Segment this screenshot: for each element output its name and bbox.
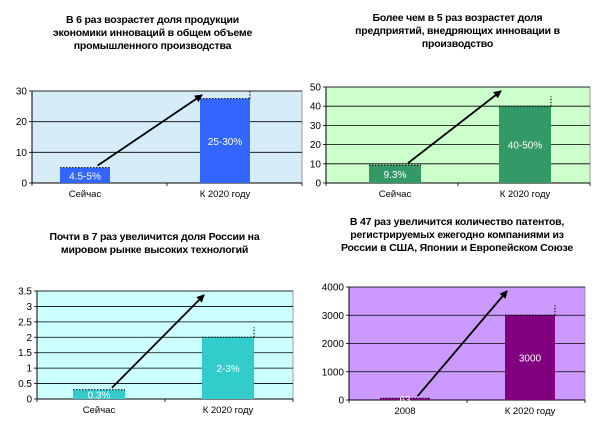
- y-tick-label: 10: [310, 159, 322, 170]
- y-tick-label: 4000: [322, 283, 345, 294]
- data-label: 4.5-5%: [69, 171, 101, 182]
- chart-1: 0 10 20 30 4.5-5% Сейчас 25-30% К 2020 году: [16, 87, 303, 200]
- chart-title: В 6 раз возрастет доля продукции экономи…: [52, 14, 253, 52]
- y-tick-label: 1: [26, 364, 32, 375]
- y-tick-label: 10: [16, 148, 28, 159]
- plot-area: [36, 290, 294, 400]
- chart-title: Почти в 7 раз увеличится доля России на …: [49, 231, 260, 256]
- y-tick-label: 30: [16, 87, 28, 98]
- data-label: 2-3%: [216, 364, 239, 375]
- category-label: К 2020 году: [200, 189, 251, 200]
- y-tick-label: 30: [310, 121, 322, 132]
- growth-arrow: [407, 90, 502, 164]
- y-tick-label: 20: [16, 117, 28, 128]
- y-tick-label: 1.5: [18, 348, 32, 359]
- y-tick-label: 20: [310, 140, 322, 151]
- y-tick-label: 3.5: [18, 287, 32, 298]
- y-tick-label: 0: [315, 179, 321, 190]
- y-tick-label: 0: [21, 179, 27, 190]
- category-label: К 2020 году: [500, 189, 551, 200]
- bar: [60, 167, 110, 183]
- category-label: Сейчас: [69, 189, 102, 200]
- y-tick-label: 0: [338, 396, 344, 407]
- y-tick-label: 3: [26, 302, 32, 313]
- data-label: 63: [399, 395, 411, 406]
- bar: [369, 165, 421, 183]
- chart-2: 0 10 20 30 40 50 9.3% Сейчас 40-50% К 2020 году: [310, 83, 591, 200]
- y-tick-label: 0: [26, 395, 32, 406]
- growth-arrow: [96, 94, 203, 167]
- data-label: 9.3%: [384, 170, 407, 181]
- y-tick-label: 40: [310, 102, 322, 113]
- category-label: К 2020 году: [505, 406, 556, 417]
- y-tick-label: 3000: [322, 311, 345, 322]
- category-label: Сейчас: [379, 189, 412, 200]
- chart-title: Более чем в 5 раз возрастет доля предпри…: [355, 12, 560, 50]
- growth-arrow: [416, 290, 508, 397]
- y-tick-label: 50: [310, 83, 322, 94]
- bar: [202, 337, 254, 399]
- category-label: К 2020 году: [203, 405, 254, 416]
- y-tick-label: 2.5: [18, 317, 32, 328]
- growth-arrow: [111, 294, 205, 389]
- y-tick-label: 2: [26, 333, 32, 344]
- bar: [499, 106, 551, 183]
- chart-title: В 47 раз увеличится количество патентов,…: [340, 216, 573, 254]
- bar: [73, 389, 125, 399]
- data-label: 25-30%: [208, 137, 243, 148]
- bar: [505, 315, 555, 400]
- category-label: Сейчас: [83, 405, 116, 416]
- data-label: 0.3%: [88, 390, 111, 401]
- y-tick-label: 1000: [322, 367, 345, 378]
- y-tick-label: 2000: [322, 339, 345, 350]
- y-tick-label: 0.5: [18, 379, 32, 390]
- chart-3: 0 0.5 1 1.5 2 2.5 3 3.5 0.3% Сейчас 2-3% К 2020 год…: [18, 287, 294, 416]
- category-label: 2008: [394, 406, 415, 417]
- bar: [200, 98, 250, 183]
- data-label: 40-50%: [508, 141, 543, 152]
- data-label: 3000: [519, 354, 542, 365]
- bar: [380, 398, 430, 400]
